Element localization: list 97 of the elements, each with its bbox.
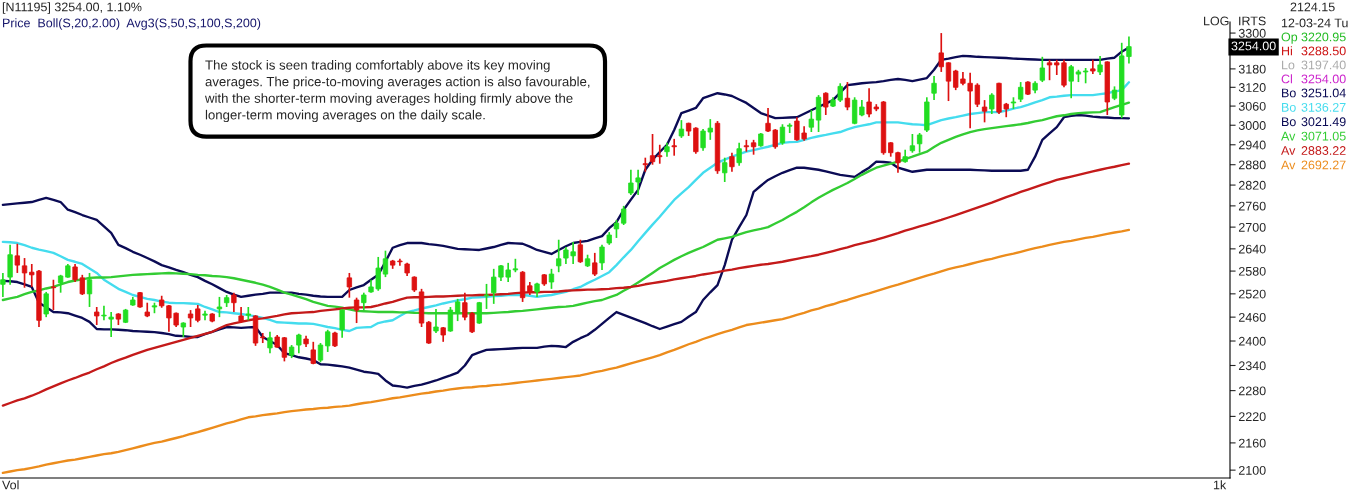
y-tick-label: 2580 [1238,266,1266,276]
candlestick [1018,81,1024,103]
candlestick [325,328,331,353]
candlestick [736,141,742,167]
candlestick [1046,58,1053,82]
text: Bo 3021.49 [1282,117,1346,127]
text: 12-03-24 Tu [1281,18,1348,28]
candlestick [14,242,20,274]
candlestick [599,243,605,271]
candlestick [281,336,288,363]
y-tick-label: 2880 [1238,160,1266,170]
candlestick [945,61,952,102]
annotation: The stock is seen trading comfortably above its key moving averages. The price-to-moving averages action is also favourable, with the shorter-term moving averages holding firmly above the longer-term moving averages on the daily scale. [204,60,590,123]
line-series [1,162,1131,407]
text: Vol [2,480,19,490]
candlestick [938,32,944,73]
candlestick [0,272,6,298]
candlestick [7,243,13,286]
candlestick [657,143,663,165]
text: Av 2883.22 [1281,146,1346,155]
y-tick-label: 3060 [1238,101,1266,111]
candlestick [1097,55,1103,76]
line-series [1,228,1131,475]
candlestick [931,75,937,101]
candlestick [844,81,851,112]
candlestick [447,306,454,333]
y-tick-label: 2220 [1238,412,1266,422]
text: Hi 3288.50 [1282,46,1346,56]
candlestick [916,132,923,154]
y-tick-label: 2640 [1238,244,1266,254]
y-tick-label: 3300 [1238,28,1266,38]
text: Op 3220.95 [1281,32,1346,44]
candlestick [909,133,916,154]
text: 2124.15 [1290,2,1335,12]
candlestick [621,205,627,226]
y-tick-label: 3180 [1238,64,1266,74]
candlestick [671,138,677,157]
y-tick-label: 2460 [1238,312,1266,322]
y-tick-label: 2700 [1238,222,1266,232]
y-tick-label: 2940 [1238,140,1266,150]
candlestick [649,133,656,166]
y-tick-label: 2100 [1238,465,1266,475]
candlestick [245,306,251,322]
y-tick-label: 2280 [1238,386,1266,396]
candlestick [86,272,93,308]
candlestick [382,249,389,278]
candlestick [353,296,360,324]
candlestick [94,306,100,326]
y-tick-label: 2520 [1238,289,1266,299]
candlestick [317,342,324,364]
chart-subtitle: Price Boll(S,20,2.00) Avg3(S,50,S,100,S,200) [3,18,261,30]
candlestick [815,94,822,133]
text: Lo 3197.40 [1282,60,1346,70]
candlestick [787,122,793,134]
candlestick [454,298,461,322]
candlestick [989,92,995,115]
candlestick [433,308,439,334]
candlestick [339,308,345,339]
y-tick-label: 3120 [1238,83,1266,92]
candlestick [216,296,223,318]
y-tick-label: 2340 [1238,361,1266,371]
candlestick [548,268,555,290]
y-tick-label: 2400 [1238,336,1266,346]
text: 3254.00 [1231,41,1276,51]
candlestick [21,257,28,289]
candlestick [779,123,786,146]
candlestick [50,278,57,311]
candlestick [592,252,598,277]
y-tick-label: 3000 [1238,121,1266,130]
text: IRTS [1239,16,1266,26]
candlestick [577,238,584,264]
text: Av 2692.27 [1281,160,1346,170]
candlestick [1068,64,1074,100]
candlestick [346,272,353,299]
candlestick [260,332,266,344]
text: Cl 3254.00 [1281,74,1346,84]
candlestick [729,151,735,173]
candlestick [722,156,728,183]
candlestick [231,291,237,313]
text: Bo 3251.04 [1282,88,1346,98]
candlestick [43,291,49,318]
text: Av 3071.05 [1281,131,1346,141]
candlestick [823,91,829,116]
candlestick [1039,55,1045,83]
text: LOG [1204,16,1229,26]
candlestick [483,283,490,310]
y-tick-label: 2160 [1238,438,1266,448]
y-tick-label: 2820 [1238,180,1266,190]
candlestick [981,99,988,124]
candlestick [642,156,648,173]
candlestick [426,320,432,345]
candlestick [808,109,814,133]
chart-title: [N11195] 3254.00, 1.10% [2,2,142,14]
text: 1k [1213,480,1227,490]
text: Bo 3136.27 [1282,102,1346,112]
candlestick [267,330,273,355]
y-tick-label: 2760 [1238,201,1266,211]
